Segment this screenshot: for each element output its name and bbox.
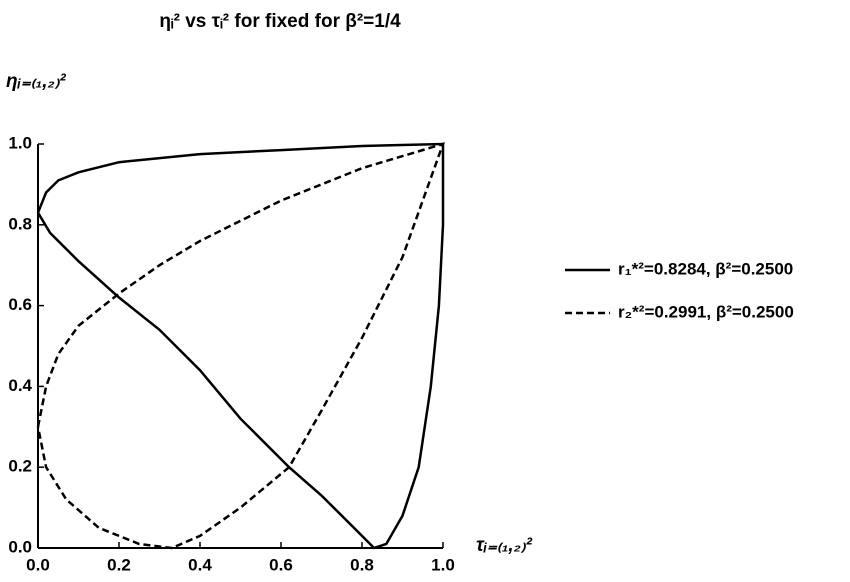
x-tick-label: 0.4 bbox=[188, 555, 212, 574]
legend-label: r₁*²=0.8284, β²=0.2500 bbox=[618, 259, 793, 278]
y-tick-label: 0.6 bbox=[8, 295, 32, 314]
y-axis-label: ηᵢ₌₍₁,₂₎² bbox=[6, 71, 66, 92]
x-tick-label: 0.8 bbox=[350, 555, 374, 574]
curve bbox=[36, 142, 445, 550]
x-tick-label: 1.0 bbox=[431, 555, 455, 574]
x-tick-label: 0.2 bbox=[107, 555, 131, 574]
x-axis-label: τᵢ₌₍₁,₂₎² bbox=[476, 535, 533, 556]
y-tick-label: 1.0 bbox=[8, 133, 32, 152]
y-tick-label: 0.0 bbox=[8, 537, 32, 556]
y-tick-label: 0.8 bbox=[8, 214, 32, 233]
y-tick-label: 0.2 bbox=[8, 457, 32, 476]
y-tick-label: 0.4 bbox=[8, 376, 32, 395]
chart-title: ηᵢ² vs τᵢ² for fixed for β²=1/4 bbox=[159, 11, 401, 32]
x-tick-label: 0.6 bbox=[269, 555, 293, 574]
x-tick-label: 0.0 bbox=[26, 555, 50, 574]
legend-label: r₂*²=0.2991, β²=0.2500 bbox=[618, 302, 794, 321]
curve bbox=[36, 142, 446, 550]
